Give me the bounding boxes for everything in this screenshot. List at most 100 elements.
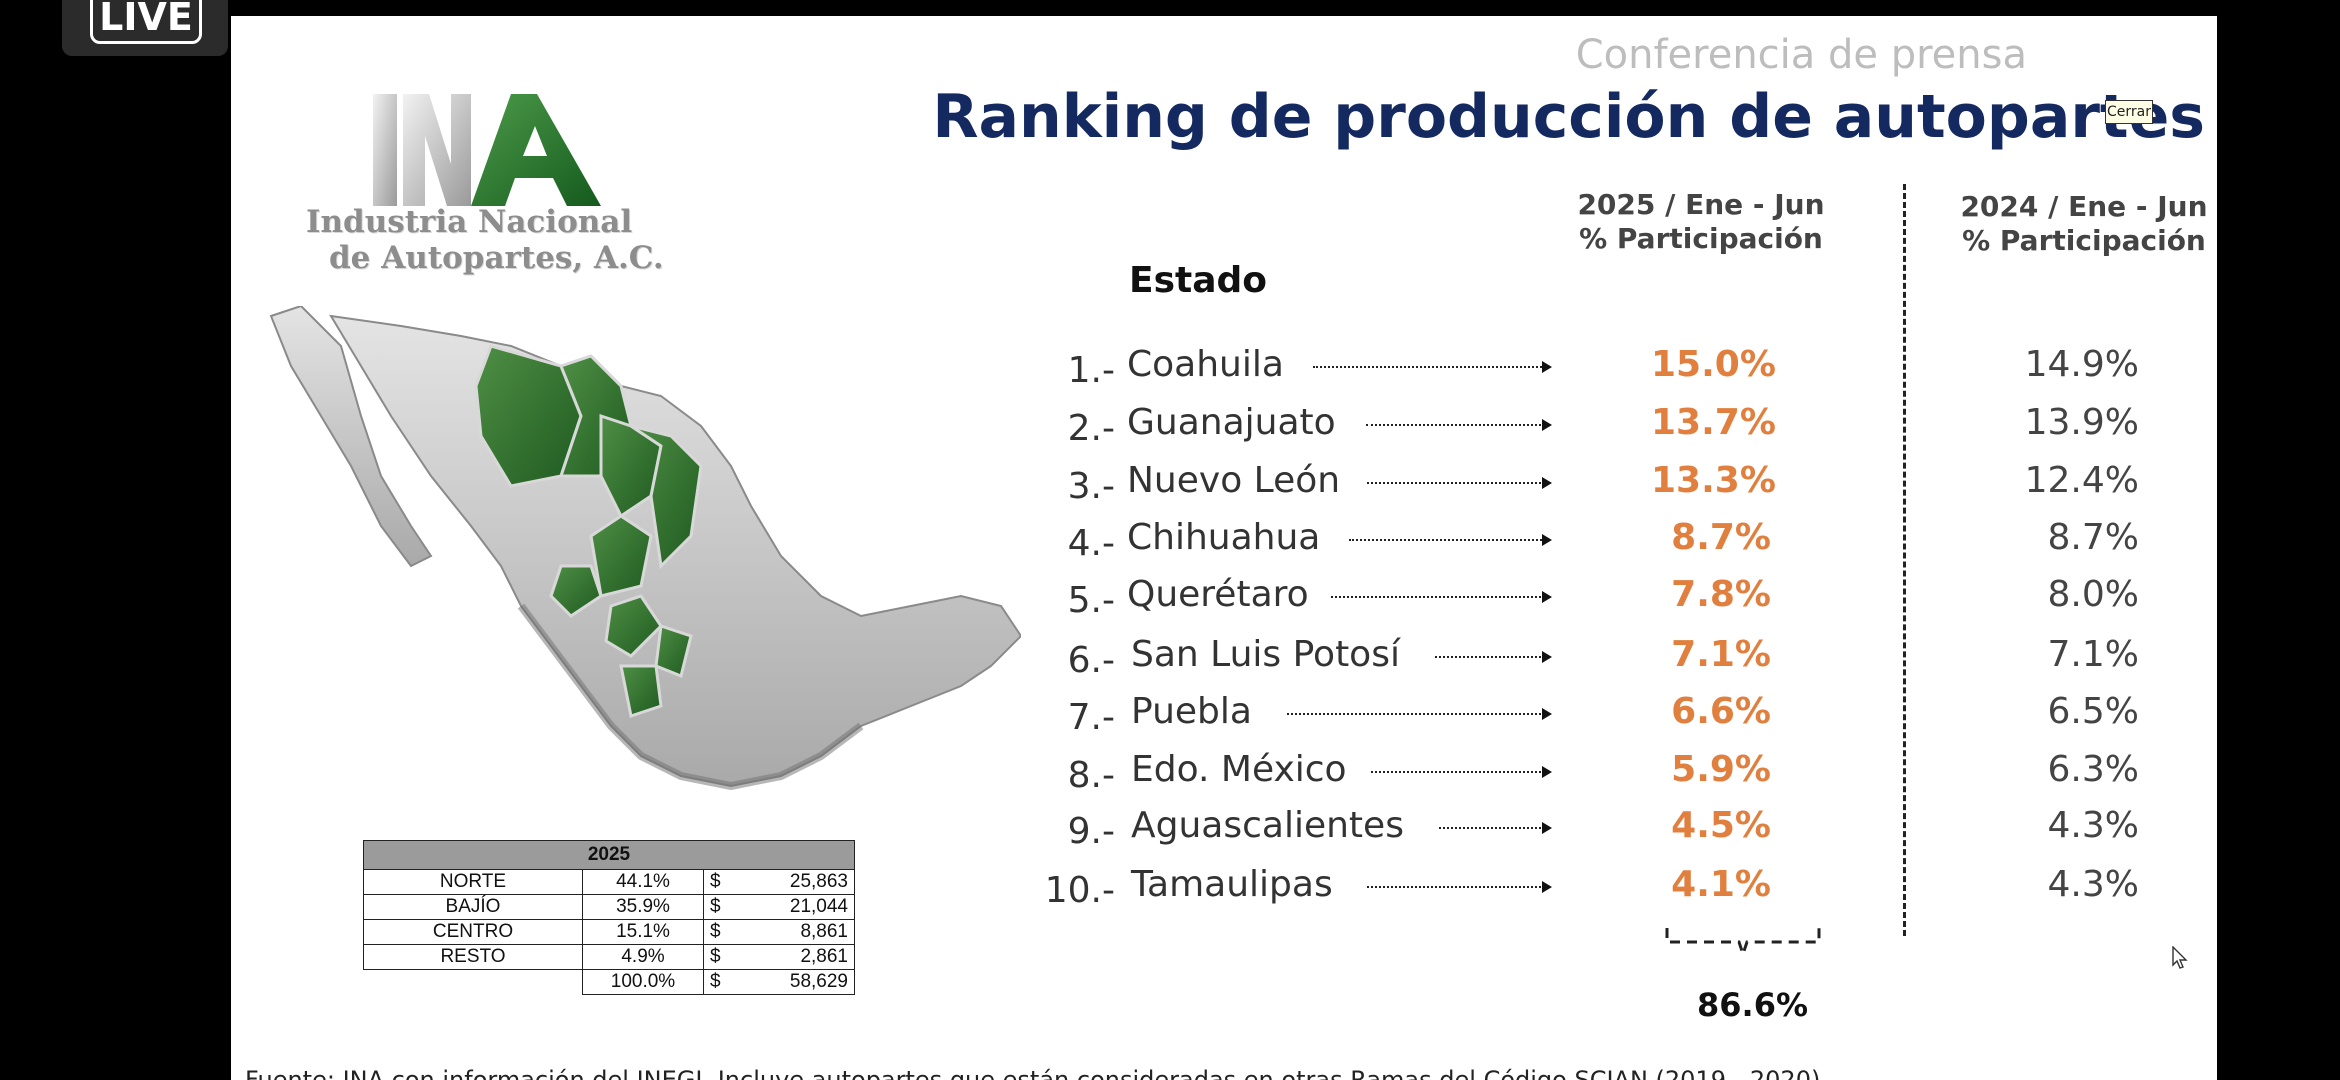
value-2025: 4.1% bbox=[1671, 864, 1771, 905]
total-currency: $ bbox=[703, 969, 744, 995]
region-name: CENTRO bbox=[363, 919, 583, 945]
value-2024: 6.5% bbox=[2047, 691, 2139, 732]
dotted-arrow-icon bbox=[1366, 419, 1552, 431]
dotted-arrow-icon bbox=[1287, 708, 1552, 720]
rank-number: 9.- bbox=[1067, 811, 1115, 852]
state-name: Guanajuato bbox=[1127, 402, 1336, 443]
slide-title: Ranking de producción de autopartes bbox=[932, 82, 2205, 152]
state-name: Chihuahua bbox=[1127, 517, 1321, 558]
ranking-row: 3.- Nuevo León 13.3% 12.4% bbox=[231, 460, 2217, 516]
state-name: Querétaro bbox=[1127, 574, 1309, 615]
dotted-arrow-icon bbox=[1367, 881, 1552, 893]
value-2025: 5.9% bbox=[1671, 749, 1771, 790]
state-name: Tamaulipas bbox=[1131, 864, 1333, 905]
mexico-map bbox=[269, 306, 1021, 791]
rank-number: 3.- bbox=[1067, 466, 1115, 507]
dotted-arrow-icon bbox=[1313, 361, 1552, 373]
rank-number: 2.- bbox=[1067, 408, 1115, 449]
live-indicator: LIVE bbox=[62, 0, 228, 56]
rank-number: 4.- bbox=[1067, 523, 1115, 564]
header-2024-line-1: 2024 / Ene - Jun bbox=[1960, 190, 2208, 223]
region-name: NORTE bbox=[363, 869, 583, 895]
table-row: CENTRO 15.1% $ 8,861 bbox=[363, 919, 855, 945]
rank-number: 7.- bbox=[1067, 697, 1115, 738]
value-2025: 7.8% bbox=[1671, 574, 1771, 615]
dotted-arrow-icon bbox=[1367, 477, 1552, 489]
estado-header: Estado bbox=[1129, 260, 1268, 301]
region-amount: 8,861 bbox=[744, 919, 855, 945]
logo-text: Industria Nacional de Autopartes, A.C. bbox=[306, 204, 664, 276]
region-name: BAJÍO bbox=[363, 894, 583, 920]
table-row: RESTO 4.9% $ 2,861 bbox=[363, 944, 855, 970]
region-table-year: 2025 bbox=[363, 840, 855, 870]
ranking-row: 5.- Querétaro 7.8% 8.0% bbox=[231, 574, 2217, 630]
dotted-arrow-icon bbox=[1349, 534, 1552, 546]
value-2024: 4.3% bbox=[2047, 864, 2139, 905]
value-2025: 6.6% bbox=[1671, 691, 1771, 732]
state-name: Puebla bbox=[1131, 691, 1252, 732]
state-name: Nuevo León bbox=[1127, 460, 1341, 501]
region-amount: 2,861 bbox=[744, 944, 855, 970]
value-2025: 7.1% bbox=[1671, 634, 1771, 675]
rank-number: 10.- bbox=[1044, 870, 1115, 911]
region-pct: 15.1% bbox=[582, 919, 704, 945]
rank-number: 5.- bbox=[1067, 580, 1115, 621]
ina-logo bbox=[373, 94, 601, 206]
ranking-row: 8.- Edo. México 5.9% 6.3% bbox=[231, 749, 2217, 805]
header-2024: 2024 / Ene - Jun % Participación bbox=[1951, 190, 2217, 258]
table-total-row: 100.0% $ 58,629 bbox=[364, 969, 855, 995]
total-amount: 58,629 bbox=[744, 969, 855, 995]
close-tooltip: Cerrar bbox=[2105, 100, 2153, 124]
table-row: NORTE 44.1% $ 25,863 bbox=[363, 869, 855, 895]
header-2025-line-2: % Participación bbox=[1579, 222, 1823, 255]
region-currency: $ bbox=[703, 869, 744, 895]
state-name: Aguascalientes bbox=[1131, 805, 1404, 846]
dotted-arrow-icon bbox=[1331, 591, 1552, 603]
region-table: 2025 NORTE 44.1% $ 25,863 BAJÍO 35.9% $ … bbox=[363, 840, 855, 995]
header-2024-line-2: % Participación bbox=[1962, 224, 2206, 257]
state-name: Edo. México bbox=[1131, 749, 1347, 790]
region-name: RESTO bbox=[363, 944, 583, 970]
region-amount: 25,863 bbox=[744, 869, 855, 895]
ranking-row: 7.- Puebla 6.6% 6.5% bbox=[231, 691, 2217, 747]
column-divider bbox=[1903, 184, 1906, 936]
mouse-cursor-icon bbox=[2172, 946, 2188, 969]
value-2024: 4.3% bbox=[2047, 805, 2139, 846]
slide-header: Conferencia de prensa bbox=[1575, 32, 2027, 78]
total-2025: 86.6% bbox=[1697, 986, 1809, 1024]
logo-line-1: Industria Nacional bbox=[306, 204, 633, 240]
rank-number: 8.- bbox=[1067, 755, 1115, 796]
region-amount: 21,044 bbox=[744, 894, 855, 920]
source-note: Fuente: INA con información del INEGI. I… bbox=[245, 1066, 1821, 1080]
value-2025: 8.7% bbox=[1671, 517, 1771, 558]
rank-number: 6.- bbox=[1067, 640, 1115, 681]
region-currency: $ bbox=[703, 919, 744, 945]
dotted-arrow-icon bbox=[1439, 822, 1552, 834]
value-2025: 4.5% bbox=[1671, 805, 1771, 846]
value-2024: 14.9% bbox=[2024, 344, 2139, 385]
value-2025: 13.3% bbox=[1651, 460, 1776, 501]
value-2025: 13.7% bbox=[1651, 402, 1776, 443]
value-2024: 12.4% bbox=[2024, 460, 2139, 501]
table-row: BAJÍO 35.9% $ 21,044 bbox=[363, 894, 855, 920]
state-name: San Luis Potosí bbox=[1131, 634, 1400, 675]
value-2025: 15.0% bbox=[1651, 344, 1776, 385]
value-2024: 8.7% bbox=[2047, 517, 2139, 558]
header-2025: 2025 / Ene - Jun % Participación bbox=[1571, 188, 1831, 256]
dotted-arrow-icon bbox=[1371, 766, 1552, 778]
ranking-row: 9.- Aguascalientes 4.5% 4.3% bbox=[231, 805, 2217, 861]
ranking-row: 6.- San Luis Potosí 7.1% 7.1% bbox=[231, 634, 2217, 690]
value-2024: 13.9% bbox=[2024, 402, 2139, 443]
dotted-arrow-icon bbox=[1435, 651, 1552, 663]
state-name: Coahuila bbox=[1127, 344, 1284, 385]
live-badge: LIVE bbox=[90, 0, 202, 44]
region-currency: $ bbox=[703, 894, 744, 920]
ranking-row: 4.- Chihuahua 8.7% 8.7% bbox=[231, 517, 2217, 573]
ranking-row: 1.- Coahuila 15.0% 14.9% bbox=[231, 344, 2217, 400]
presentation-slide: Conferencia de prensa Ranking de producc… bbox=[231, 16, 2217, 1080]
value-2024: 8.0% bbox=[2047, 574, 2139, 615]
value-2024: 6.3% bbox=[2047, 749, 2139, 790]
region-currency: $ bbox=[703, 944, 744, 970]
header-2025-line-1: 2025 / Ene - Jun bbox=[1577, 188, 1825, 221]
value-2024: 7.1% bbox=[2047, 634, 2139, 675]
